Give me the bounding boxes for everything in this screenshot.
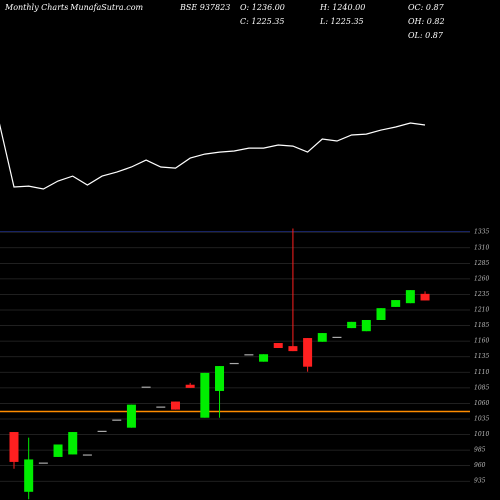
candle-body: [259, 354, 269, 362]
candle-body: [24, 459, 34, 492]
candle-body: [200, 372, 210, 418]
candle-body: [170, 401, 180, 410]
y-tick-label: 1260: [474, 275, 489, 282]
y-tick-label: 1110: [474, 369, 489, 376]
candle-body: [156, 406, 166, 408]
candle-body: [420, 293, 430, 301]
y-tick-label: 1135: [474, 353, 489, 360]
symbol: BSE 937823: [179, 3, 230, 12]
candle-body: [391, 300, 401, 307]
candle-body: [405, 290, 415, 304]
low-label: L: 1225.35: [319, 17, 364, 26]
candle-body: [244, 354, 254, 356]
y-tick-label: 1285: [474, 260, 489, 267]
candle-body: [126, 404, 136, 428]
candle-body: [317, 333, 327, 342]
site: - MunafaSutra.com: [65, 3, 144, 12]
y-tick-label: 1035: [474, 415, 489, 422]
candle-body: [53, 444, 63, 457]
y-tick-label: 1010: [474, 431, 489, 438]
candle-body: [38, 462, 48, 464]
y-tick-label: 935: [474, 478, 486, 485]
price-line: [0, 122, 426, 190]
oh-label: OH: 0.82: [408, 17, 445, 26]
y-tick-label: 1160: [474, 338, 489, 345]
candle-body: [215, 366, 225, 391]
y-tick-label: 1060: [474, 400, 489, 407]
candle-body: [332, 336, 342, 338]
candle-body: [112, 419, 122, 421]
candle-body: [273, 343, 283, 349]
candle-body: [68, 432, 78, 455]
y-tick-label: 1335: [474, 229, 489, 236]
candle-body: [347, 321, 357, 329]
candle-body: [185, 384, 195, 388]
candle-body: [303, 338, 313, 367]
candle-body: [82, 454, 92, 456]
y-tick-label: 1085: [474, 384, 489, 391]
y-tick-label: 985: [474, 447, 486, 454]
candle-body: [97, 430, 107, 432]
oc-label: OC: 0.87: [408, 3, 445, 12]
close-label: C: 1225.35: [240, 17, 284, 26]
candle-body: [288, 346, 298, 352]
y-tick-label: 1235: [474, 291, 489, 298]
high-label: H: 1240.00: [319, 3, 365, 12]
y-tick-label: 1310: [474, 244, 489, 251]
y-tick-label: 960: [474, 462, 486, 469]
candle-body: [376, 308, 386, 320]
y-tick-label: 1185: [474, 322, 489, 329]
candle-body: [9, 432, 19, 462]
candle-body: [229, 362, 239, 365]
ol-label: OL: 0.87: [408, 31, 444, 40]
candle-body: [141, 386, 151, 388]
open-label: O: 1236.00: [240, 3, 285, 12]
chart-kind: Monthly Charts: [4, 3, 68, 12]
candle-body: [361, 319, 371, 332]
y-tick-label: 1210: [474, 307, 489, 314]
